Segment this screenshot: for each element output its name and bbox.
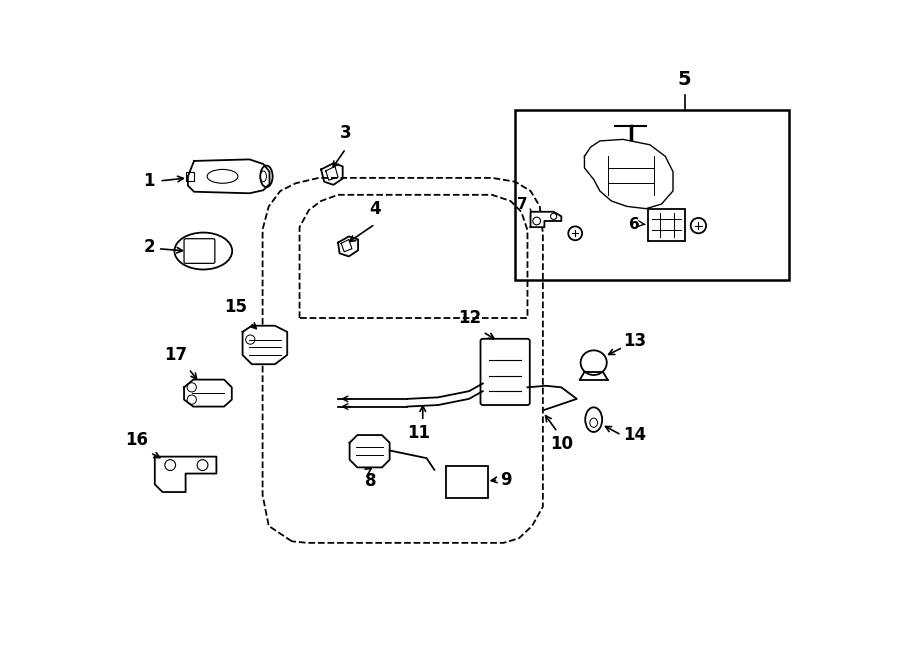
- Text: 2: 2: [143, 238, 155, 256]
- Text: 10: 10: [550, 435, 573, 453]
- Text: 8: 8: [364, 472, 376, 490]
- Polygon shape: [530, 212, 562, 227]
- Text: 1: 1: [143, 172, 155, 190]
- Text: 17: 17: [164, 346, 187, 364]
- Text: 4: 4: [369, 200, 381, 218]
- Text: 13: 13: [623, 332, 646, 350]
- Text: 3: 3: [340, 124, 352, 143]
- Text: 6: 6: [629, 217, 640, 231]
- Text: 15: 15: [224, 299, 248, 317]
- Text: 5: 5: [678, 69, 691, 89]
- Polygon shape: [349, 435, 390, 467]
- Polygon shape: [155, 457, 216, 492]
- Text: 16: 16: [126, 431, 148, 449]
- Text: 12: 12: [458, 309, 482, 327]
- Bar: [446, 466, 488, 498]
- Text: 9: 9: [500, 471, 511, 488]
- Bar: [515, 110, 788, 280]
- Bar: [186, 172, 194, 181]
- Text: 11: 11: [408, 424, 430, 442]
- Polygon shape: [243, 326, 287, 364]
- Polygon shape: [184, 379, 232, 407]
- Text: 7: 7: [517, 196, 527, 212]
- Text: 14: 14: [623, 426, 646, 444]
- Bar: [648, 209, 685, 241]
